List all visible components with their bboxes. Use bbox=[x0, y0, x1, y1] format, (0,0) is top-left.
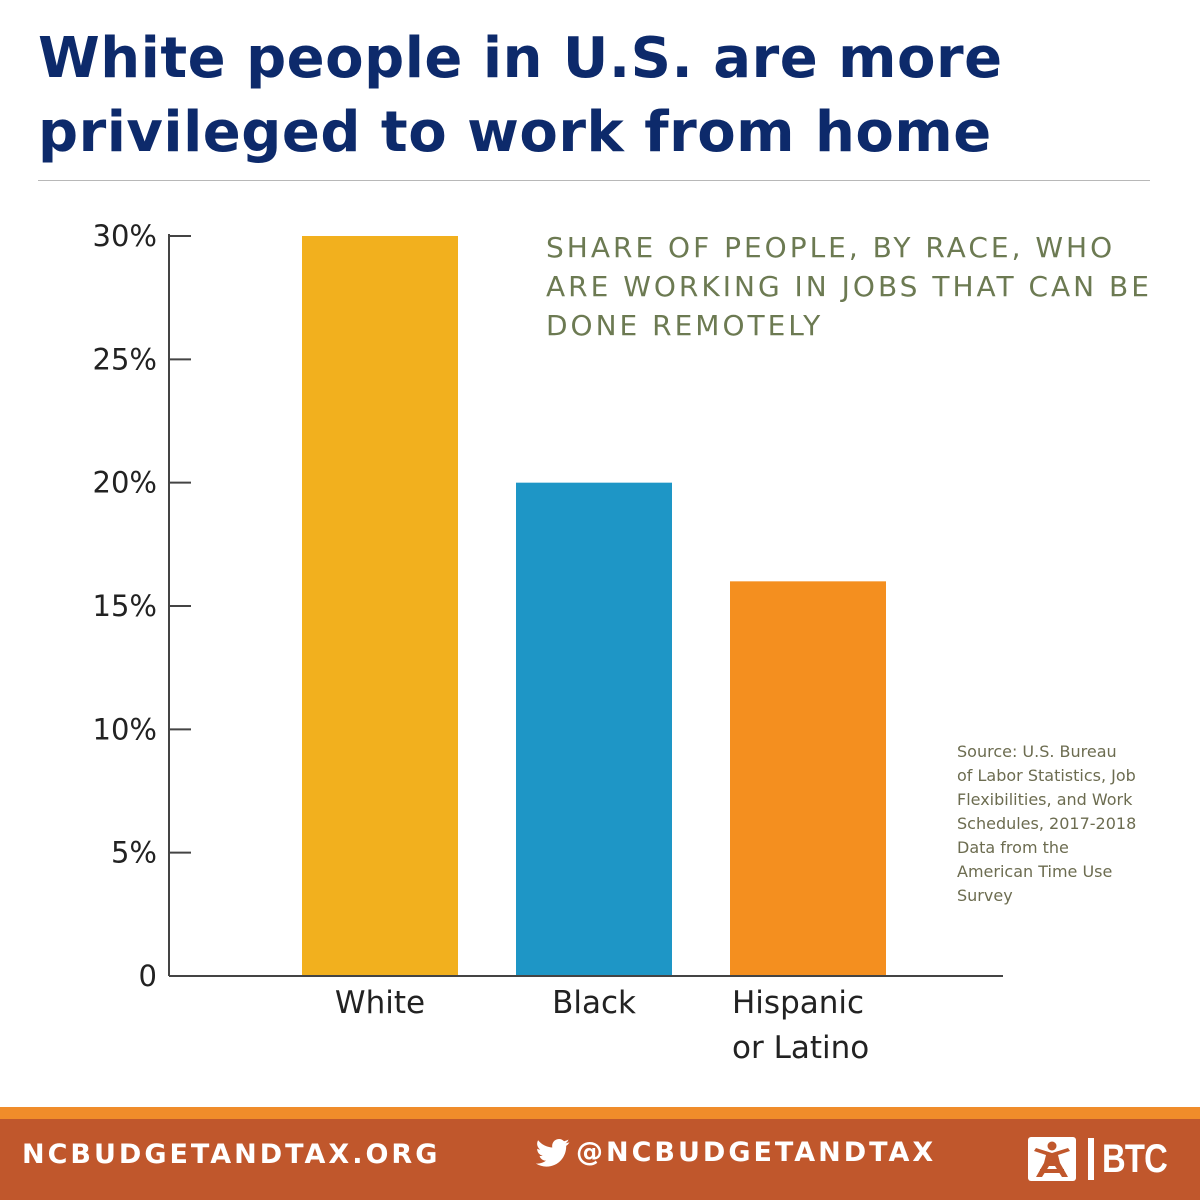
bar-black bbox=[516, 482, 672, 976]
category-label-hispanic: Hispanic or Latino bbox=[732, 985, 869, 1066]
y-axis-ticks: 0 5% 10% 15% 20% 25% 30% bbox=[93, 219, 191, 993]
brand-text: BTC bbox=[1102, 1136, 1168, 1181]
headline-divider bbox=[38, 180, 1150, 181]
btc-brand: BTC bbox=[1026, 1133, 1181, 1185]
footer: NCBUDGETANDTAX.ORG @NCBUDGETANDTAX BTC bbox=[0, 1119, 1200, 1200]
bar-white bbox=[302, 236, 458, 976]
headline-line-1: White people in U.S. are more bbox=[38, 26, 1003, 91]
x-axis-labels: White Black Hispanic or Latino bbox=[335, 985, 869, 1066]
category-label-black: Black bbox=[552, 985, 636, 1021]
y-tick-label: 25% bbox=[93, 342, 157, 376]
website-link[interactable]: NCBUDGETANDTAX.ORG bbox=[22, 1139, 441, 1170]
y-tick-label: 15% bbox=[93, 589, 157, 623]
chart-title: SHARE OF PEOPLE, BY RACE, WHO ARE WORKIN… bbox=[546, 231, 1152, 342]
headline: White people in U.S. are more privileged… bbox=[38, 22, 1158, 170]
category-label-white: White bbox=[335, 985, 425, 1021]
twitter-handle-link[interactable]: @NCBUDGETANDTAX bbox=[536, 1137, 936, 1168]
y-tick-label: 30% bbox=[93, 219, 157, 253]
y-tick-label: 20% bbox=[93, 466, 157, 500]
btc-logo-icon bbox=[1028, 1137, 1076, 1181]
brand-separator bbox=[1088, 1138, 1094, 1180]
bar-hispanic bbox=[730, 581, 886, 976]
y-tick-label: 0 bbox=[139, 959, 157, 993]
footer-stripe bbox=[0, 1107, 1200, 1119]
headline-line-2: privileged to work from home bbox=[38, 100, 992, 165]
bars bbox=[302, 236, 886, 976]
source-note: Source: U.S. Bureau of Labor Statistics,… bbox=[957, 742, 1137, 905]
twitter-handle-text: @NCBUDGETANDTAX bbox=[576, 1137, 937, 1168]
twitter-icon bbox=[536, 1138, 570, 1167]
y-tick-label: 10% bbox=[93, 712, 157, 746]
bar-chart: 0 5% 10% 15% 20% 25% 30% White Black Hispanic or … bbox=[93, 219, 1003, 1066]
y-tick-label: 5% bbox=[111, 836, 157, 870]
